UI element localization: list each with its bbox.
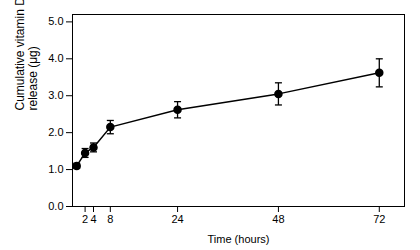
svg-text:5.0: 5.0: [48, 15, 63, 27]
svg-text:1.0: 1.0: [48, 163, 63, 175]
svg-text:Time (hours): Time (hours): [208, 233, 270, 245]
svg-text:3.0: 3.0: [48, 89, 63, 101]
svg-text:72: 72: [373, 213, 385, 225]
svg-text:4: 4: [90, 213, 96, 225]
svg-text:4.0: 4.0: [48, 52, 63, 64]
svg-text:2: 2: [82, 213, 88, 225]
svg-text:0.0: 0.0: [48, 200, 63, 212]
svg-text:48: 48: [272, 213, 284, 225]
svg-text:Cumulative vitamin Drelease (μ: Cumulative vitamin Drelease (μg): [13, 0, 40, 111]
svg-text:24: 24: [171, 213, 183, 225]
svg-text:2.0: 2.0: [48, 126, 63, 138]
svg-text:8: 8: [107, 213, 113, 225]
